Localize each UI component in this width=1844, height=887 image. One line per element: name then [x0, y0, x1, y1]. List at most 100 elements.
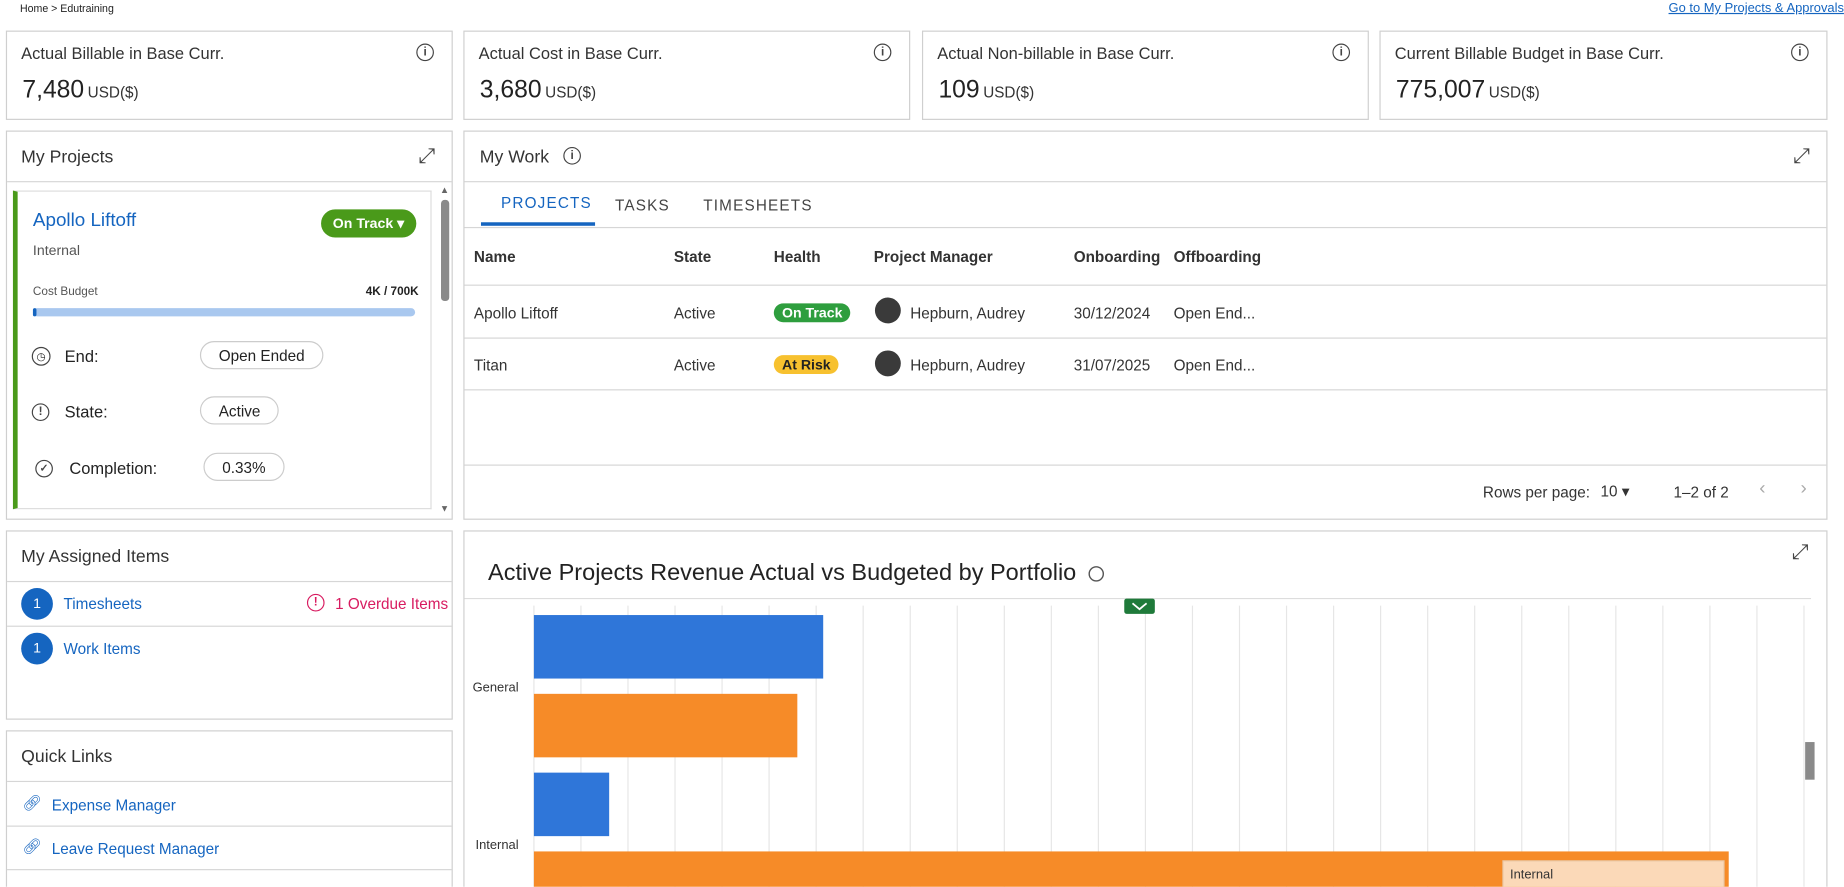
end-label: End: — [64, 346, 99, 366]
project-name[interactable]: Apollo Liftoff — [32, 210, 137, 231]
cell: Active — [673, 356, 716, 374]
divider — [464, 464, 1827, 466]
quick-link[interactable]: Leave Request Manager — [51, 839, 220, 858]
page-range: 1–2 of 2 — [1673, 483, 1729, 501]
budget-fill — [32, 308, 37, 317]
project-card[interactable]: Apollo Liftoff On Track ▾ Internal Cost … — [12, 190, 432, 510]
chart-panel: Active Projects Revenue Actual vs Budget… — [463, 530, 1828, 887]
kpi-unit: USD($) — [87, 83, 139, 102]
kpi-value: 3,680 — [479, 76, 542, 104]
column-header[interactable]: Project Manager — [873, 248, 993, 266]
info-icon[interactable] — [1088, 566, 1105, 582]
clock-icon: ◷ — [31, 346, 51, 366]
collapse-toggle[interactable] — [1124, 598, 1155, 614]
expand-icon[interactable]: ⤢ — [418, 143, 436, 167]
assigned-link[interactable]: Timesheets — [63, 595, 142, 613]
cell: Open End... — [1173, 304, 1256, 323]
divider — [7, 580, 452, 583]
quick-link[interactable]: Expense Manager — [51, 796, 176, 814]
rows-per-page-select[interactable]: 10 ▾ — [1600, 482, 1630, 500]
y-tick-label: General — [473, 679, 519, 694]
link-icon: 🔗︎ — [22, 793, 42, 812]
divider — [464, 226, 1827, 229]
kpi-card: Actual Cost in Base Curr. 3,680 USD($) i — [463, 30, 911, 120]
kpi-unit: USD($) — [1488, 83, 1540, 102]
y-tick-label: Internal — [476, 837, 519, 852]
rows-per-page-value: 10 — [1600, 482, 1618, 500]
divider — [464, 389, 1827, 391]
tab-active[interactable]: PROJECTS — [500, 194, 592, 212]
kpi-title: Actual Cost in Base Curr. — [478, 43, 663, 63]
info-icon[interactable]: i — [873, 43, 892, 62]
header-link[interactable]: Go to My Projects & Approvals — [1668, 1, 1844, 16]
cell: 31/07/2025 — [1073, 356, 1151, 374]
budget-label: Cost Budget — [32, 285, 98, 299]
breadcrumb[interactable]: Home > Edutraining — [19, 2, 114, 15]
expand-icon[interactable]: ⤢ — [1792, 540, 1809, 563]
divider — [7, 780, 452, 783]
kpi-unit: USD($) — [545, 83, 597, 102]
panel-title: My Work — [479, 147, 550, 167]
column-header[interactable]: Health — [773, 248, 821, 266]
assigned-panel: My Assigned Items 1 Timesheets ! 1 Overd… — [5, 530, 453, 720]
divider — [464, 337, 1827, 339]
cell: Active — [673, 304, 716, 323]
budget-bar — [32, 308, 416, 317]
tab-indicator — [480, 222, 596, 226]
chart-title: Active Projects Revenue Actual vs Budget… — [488, 559, 1076, 585]
kpi-title: Current Billable Budget in Base Curr. — [1394, 43, 1664, 63]
cell: Open End... — [1173, 356, 1256, 374]
divider — [7, 625, 452, 627]
column-header[interactable]: Offboarding — [1173, 248, 1262, 266]
my-projects-panel: My Projects ⤢ Apollo Liftoff On Track ▾ … — [5, 130, 453, 520]
expand-icon[interactable]: ⤢ — [1793, 143, 1811, 167]
panel-title: My Assigned Items — [21, 546, 170, 567]
tab[interactable]: TASKS — [615, 196, 670, 215]
info-icon[interactable]: i — [416, 43, 434, 62]
column-header[interactable]: State — [673, 248, 712, 266]
scroll-thumb[interactable] — [441, 199, 450, 302]
kpi-value: 109 — [938, 76, 980, 104]
count-badge: 1 — [21, 632, 53, 665]
kpi-value-wrap: 3,680 USD($) — [480, 76, 596, 104]
kpi-card: Actual Non-billable in Base Curr. 109 USD… — [921, 30, 1369, 120]
kpi-value-wrap: 775,007 USD($) — [1396, 76, 1540, 104]
bar — [533, 615, 824, 679]
side-handle[interactable] — [1805, 742, 1815, 780]
kpi-value-wrap: 7,480 USD($) — [22, 76, 138, 104]
project-link[interactable]: Titan — [473, 356, 508, 374]
next-page[interactable]: › — [1800, 478, 1807, 499]
overdue-note[interactable]: 1 Overdue Items — [335, 595, 449, 613]
chevron — [1131, 602, 1148, 611]
tab[interactable]: TIMESHEETS — [703, 196, 813, 215]
kpi-title: Actual Billable in Base Curr. — [21, 43, 225, 63]
avatar — [874, 350, 901, 377]
info-icon[interactable]: i — [563, 147, 581, 165]
bar — [533, 772, 610, 837]
tooltip — [1502, 860, 1725, 887]
scroll-down[interactable]: ▼ — [439, 503, 450, 514]
link-icon: 🔗︎ — [22, 837, 42, 855]
prev-page[interactable]: ‹ — [1759, 478, 1766, 499]
info-icon[interactable]: i — [1332, 43, 1351, 62]
end-value: Open Ended — [199, 341, 324, 370]
divider — [464, 284, 1827, 286]
tooltip-label: Internal — [1510, 866, 1553, 881]
column-header[interactable]: Name — [473, 248, 516, 266]
count-badge: 1 — [21, 588, 53, 620]
project-link[interactable]: Apollo Liftoff — [473, 304, 558, 323]
column-header[interactable]: Onboarding — [1073, 248, 1161, 266]
assigned-link[interactable]: Work Items — [63, 639, 141, 658]
info-icon[interactable]: i — [1791, 43, 1809, 62]
divider — [7, 869, 452, 871]
scroll-up[interactable]: ▲ — [439, 184, 450, 196]
state-label: State: — [64, 402, 108, 422]
health-pill: At Risk — [773, 355, 839, 374]
divider — [7, 181, 452, 183]
quick-links-panel: Quick Links 🔗︎ Expense Manager 🔗︎ Leave … — [5, 730, 453, 887]
status-label: On Track — [332, 215, 394, 232]
kpi-value: 775,007 — [1395, 76, 1486, 104]
kpi-card: Actual Billable in Base Curr. 7,480 USD($… — [5, 30, 453, 120]
project-type: Internal — [32, 242, 81, 259]
status-button[interactable]: On Track ▾ — [321, 209, 416, 238]
